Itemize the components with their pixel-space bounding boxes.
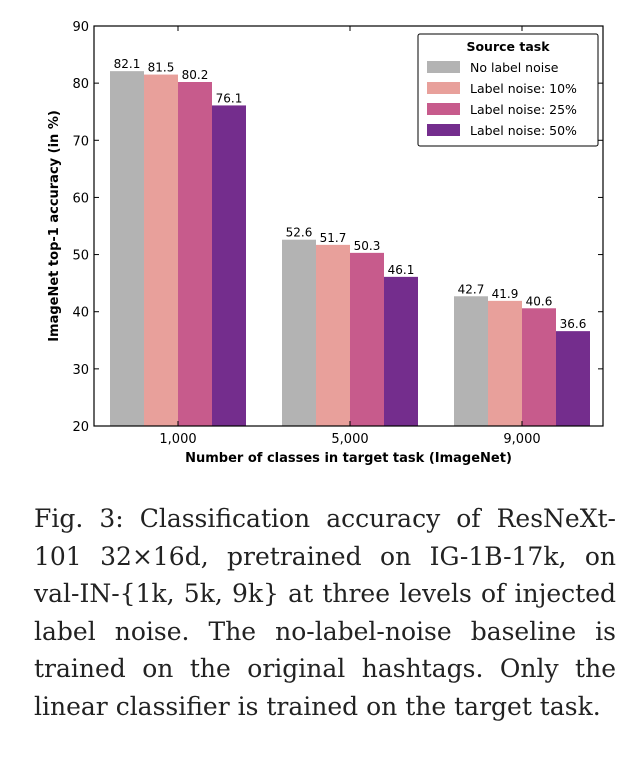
bar-value-label: 82.1 <box>114 57 141 71</box>
y-tick-label: 50 <box>72 249 89 264</box>
y-tick-label: 80 <box>72 77 89 92</box>
bar-4-1 <box>212 105 246 426</box>
legend-swatch <box>427 124 460 136</box>
y-axis-title: ImageNet top-1 accuracy (in %) <box>47 110 62 342</box>
x-tick-label: 1,000 <box>159 432 196 447</box>
y-tick-label: 20 <box>72 420 89 435</box>
bar-value-label: 42.7 <box>458 282 485 296</box>
bar-value-label: 52.6 <box>286 226 313 240</box>
legend-swatch <box>427 82 460 94</box>
legend-title: Source task <box>466 39 550 54</box>
plot-area-frame <box>93 25 604 427</box>
bar-3-3 <box>522 308 556 426</box>
bar-value-label: 50.3 <box>354 239 381 253</box>
bar-value-label: 81.5 <box>148 61 175 75</box>
bar-4-3 <box>556 331 590 426</box>
x-tick-label: 9,000 <box>503 432 540 447</box>
bar-4-2 <box>384 276 418 426</box>
y-axis-ticks: 20 30 40 50 60 70 80 90 <box>72 20 603 435</box>
x-axis-ticks: 1,000 5,000 9,000 <box>159 26 541 447</box>
legend-box <box>417 33 599 147</box>
bar-value-label: 80.2 <box>182 68 209 82</box>
bar-2-3 <box>488 300 522 426</box>
bar-2-2 <box>316 244 350 426</box>
legend-entry-label: Label noise: 50% <box>470 123 577 138</box>
bars-group <box>110 71 590 427</box>
legend-entry-label: Label noise: 25% <box>470 102 577 117</box>
y-tick-label: 60 <box>72 191 89 206</box>
bar-1-2 <box>282 239 316 426</box>
x-tick-label: 5,000 <box>331 432 368 447</box>
bar-value-label: 41.9 <box>492 287 519 301</box>
legend: Source task No label noise Label noise: 1… <box>417 33 599 147</box>
legend-swatch <box>427 61 460 73</box>
legend-entry-label: Label noise: 10% <box>470 81 577 96</box>
legend-swatch <box>427 103 460 115</box>
y-tick-label: 40 <box>72 306 89 321</box>
bar-1-3 <box>454 296 488 426</box>
bar-chart: 82.1 52.6 42.7 81.5 51.7 41.9 80.2 50.3 40.6 76.1… <box>47 20 604 466</box>
bar-value-label: 51.7 <box>320 231 347 245</box>
bar-value-label: 40.6 <box>526 294 553 308</box>
legend-entry-label: No label noise <box>470 60 559 75</box>
x-axis-title: Number of classes in target task (ImageN… <box>185 451 512 466</box>
bar-value-label: 46.1 <box>388 263 415 277</box>
bar-1-1 <box>110 71 144 427</box>
figure-caption: Fig. 3: Classification accuracy of ResNe… <box>34 504 616 721</box>
bar-value-label: 36.6 <box>560 317 587 331</box>
y-tick-label: 70 <box>72 134 89 149</box>
y-tick-label: 90 <box>72 20 89 35</box>
bar-3-1 <box>178 82 212 426</box>
bar-2-1 <box>144 74 178 427</box>
bar-value-label: 76.1 <box>216 91 243 105</box>
value-labels-group: 82.1 52.6 42.7 81.5 51.7 41.9 80.2 50.3 40.6 76.1… <box>114 57 587 331</box>
y-tick-label: 30 <box>72 363 89 378</box>
legend-items: No label noise Label noise: 10% Label nois… <box>427 60 577 138</box>
bar-3-2 <box>350 252 384 426</box>
